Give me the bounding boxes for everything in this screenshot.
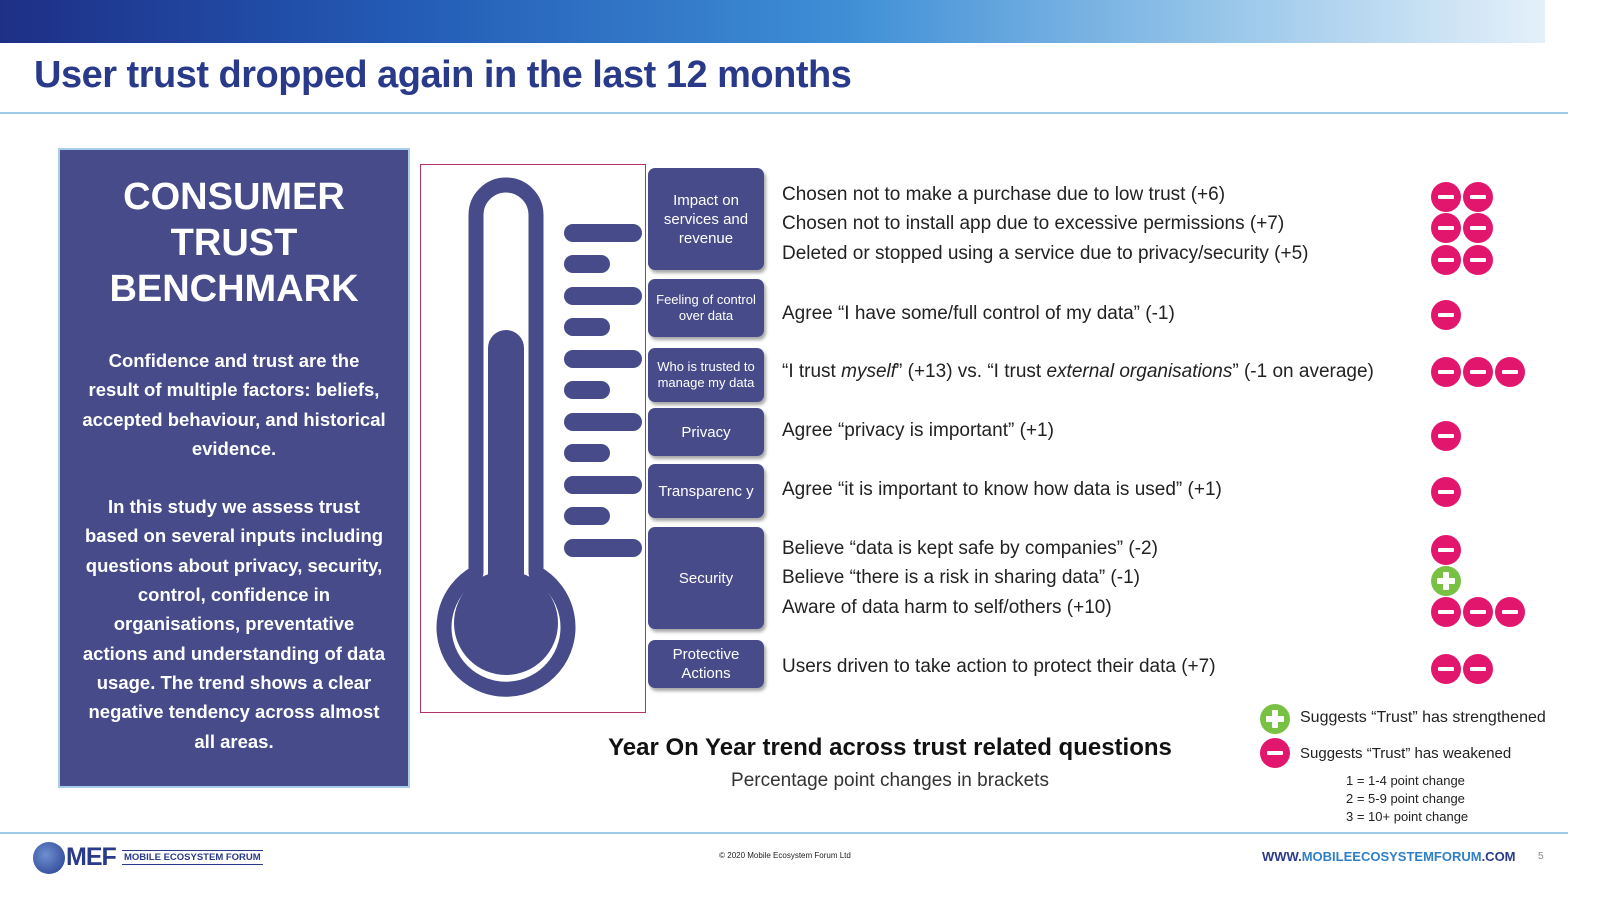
category-protective-actions: Protective Actions — [648, 640, 764, 688]
header-gradient-bar — [0, 0, 1545, 43]
benchmark-heading-line: CONSUMER — [123, 176, 345, 218]
statement-deleted-service: Deleted or stopped using a service due t… — [782, 243, 1309, 264]
minus-circle-icon — [1431, 182, 1461, 212]
minus-circle-icon — [1431, 477, 1461, 507]
plus-circle-icon — [1431, 566, 1461, 596]
statement-data-harm: Aware of data harm to self/others (+10) — [782, 597, 1112, 618]
minus-circle-icon — [1463, 245, 1493, 275]
legend-strengthened: Suggests “Trust” has strengthened — [1300, 709, 1546, 726]
statement-part: ” (+13) vs. “I trust — [896, 361, 1047, 382]
statement-risk: Believe “there is a risk in sharing data… — [782, 567, 1140, 588]
category-control: Feeling of control over data — [648, 279, 764, 337]
legend-scale-item: 3 = 10+ point change — [1346, 809, 1469, 824]
minus-circle-icon — [1495, 357, 1525, 387]
benchmark-heading-line: BENCHMARK — [109, 268, 359, 310]
page-number: 5 — [1538, 851, 1544, 862]
website-prefix: WWW. — [1262, 849, 1302, 864]
category-security: Security — [648, 527, 764, 629]
footer-divider — [0, 832, 1568, 834]
legend-plus-circle-icon — [1260, 704, 1290, 734]
statement-install-app: Chosen not to install app due to excessi… — [782, 213, 1285, 234]
minus-circle-icon — [1431, 597, 1461, 627]
legend-scale-item: 1 = 1-4 point change — [1346, 773, 1465, 788]
copyright: © 2020 Mobile Ecosystem Forum Ltd — [719, 851, 851, 860]
benchmark-paragraph-2: In this study we assess trust based on s… — [82, 496, 386, 752]
trend-subtitle: Percentage point changes in brackets — [731, 770, 1049, 791]
logo-text: MEF — [66, 843, 117, 871]
minus-circle-icon — [1495, 597, 1525, 627]
benchmark-paragraph-1: Confidence and trust are the result of m… — [82, 350, 386, 459]
minus-circle-icon — [1431, 357, 1461, 387]
statement-part: ” (-1 on average) — [1232, 361, 1374, 382]
statement-emphasis: external organisations — [1046, 361, 1233, 382]
thermometer-frame — [420, 164, 646, 713]
minus-circle-icon — [1463, 357, 1493, 387]
legend-scale-item: 2 = 5-9 point change — [1346, 791, 1465, 806]
category-impact-services: Impact on services and revenue — [648, 168, 764, 270]
globe-logo-icon — [33, 842, 65, 874]
benchmark-panel: CONSUMER TRUST BENCHMARK Confidence and … — [58, 148, 410, 788]
statement-emphasis: myself — [841, 361, 897, 382]
minus-circle-icon — [1431, 300, 1461, 330]
legend-scale: 1 = 1-4 point change 2 = 5-9 point chang… — [1346, 772, 1468, 826]
category-trusted: Who is trusted to manage my data — [648, 348, 764, 402]
benchmark-heading-line: TRUST — [170, 222, 298, 264]
website-suffix: .COM — [1481, 849, 1516, 864]
statement-trust-myself: “I trust myself” (+13) vs. “I trust exte… — [782, 361, 1374, 383]
minus-circle-icon — [1431, 654, 1461, 684]
minus-circle-icon — [1431, 213, 1461, 243]
minus-circle-icon — [1431, 535, 1461, 565]
statement-protective: Users driven to take action to protect t… — [782, 656, 1216, 677]
slide-title: User trust dropped again in the last 12 … — [34, 54, 852, 96]
legend-minus-circle-icon — [1260, 738, 1290, 768]
minus-circle-icon — [1431, 421, 1461, 451]
minus-circle-icon — [1431, 245, 1461, 275]
statement-privacy: Agree “privacy is important” (+1) — [782, 420, 1054, 441]
legend-weakened: Suggests “Trust” has weakened — [1300, 745, 1512, 762]
category-privacy: Privacy — [648, 408, 764, 456]
minus-circle-icon — [1463, 654, 1493, 684]
statement-control: Agree “I have some/full control of my da… — [782, 303, 1175, 324]
minus-circle-icon — [1463, 597, 1493, 627]
trend-title: Year On Year trend across trust related … — [608, 734, 1172, 761]
category-transparency: Transparenc y — [648, 464, 764, 518]
benchmark-description: Confidence and trust are the result of m… — [82, 346, 386, 756]
website-highlight: MOBILEECOSYSTEMFORUM — [1301, 849, 1482, 864]
statement-part: “I trust — [782, 361, 842, 382]
benchmark-heading: CONSUMER TRUST BENCHMARK — [60, 174, 408, 312]
thermometer-icon — [436, 177, 642, 697]
statement-transparency: Agree “it is important to know how data … — [782, 479, 1222, 500]
statement-data-safe: Believe “data is kept safe by companies”… — [782, 538, 1158, 559]
minus-circle-icon — [1463, 213, 1493, 243]
statement-purchase: Chosen not to make a purchase due to low… — [782, 184, 1226, 205]
minus-circle-icon — [1463, 182, 1493, 212]
title-divider — [0, 112, 1568, 114]
logo-subtext: MOBILE ECOSYSTEM FORUM — [122, 850, 263, 865]
website-link[interactable]: WWW.MOBILEECOSYSTEMFORUM.COM — [1262, 849, 1516, 864]
